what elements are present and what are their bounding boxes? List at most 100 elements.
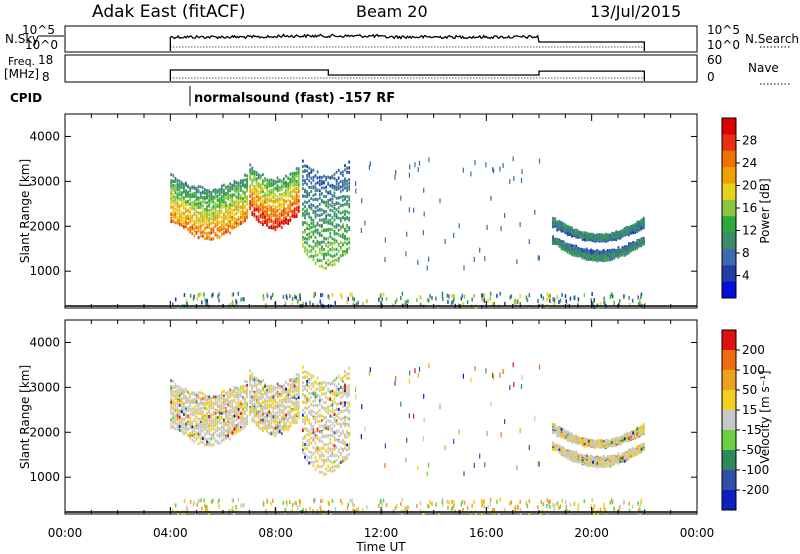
power-echo	[314, 224, 317, 228]
power-echo	[212, 237, 215, 241]
power-echo	[312, 222, 315, 225]
velocity-echo	[266, 417, 268, 421]
power-echo	[314, 182, 317, 186]
power-echo	[323, 186, 325, 190]
power-echo	[575, 233, 578, 237]
velocity-echo	[187, 400, 189, 404]
power-echo	[617, 246, 620, 250]
velocity-echo	[242, 419, 244, 423]
power-echo	[193, 205, 196, 209]
power-echo	[573, 247, 575, 251]
velocity-echo	[218, 408, 221, 412]
power-clutter	[205, 299, 207, 304]
velocity-echo	[229, 437, 232, 441]
power-echo	[339, 225, 342, 229]
power-echo	[268, 184, 271, 188]
power-echo	[310, 181, 313, 185]
power-echo	[283, 213, 285, 217]
power-echo	[220, 228, 223, 232]
power-echo	[276, 187, 279, 191]
power-echo	[278, 179, 281, 183]
power-echo	[227, 229, 229, 233]
velocity-echo	[223, 422, 225, 426]
power-echo	[318, 233, 321, 237]
plot-title: Adak East (fitACF)	[92, 2, 246, 22]
power-echo	[223, 227, 225, 231]
power-echo	[308, 199, 311, 203]
power-echo	[270, 215, 273, 219]
power-echo	[552, 241, 554, 245]
velocity-echo	[229, 392, 232, 395]
power-clutter	[192, 296, 195, 301]
velocity-echo	[278, 430, 281, 434]
power-echo	[259, 221, 262, 225]
power-echo	[556, 222, 559, 226]
power-echo	[316, 208, 319, 212]
power-clutter	[552, 297, 554, 302]
power-echo	[325, 220, 327, 224]
power-echo	[185, 208, 187, 212]
power-echo	[253, 178, 256, 182]
velocity-echo	[270, 399, 273, 403]
velocity-echo	[239, 387, 242, 390]
power-echo	[321, 229, 323, 233]
power-echo	[302, 159, 304, 163]
velocity-echo	[214, 396, 217, 399]
power-echo	[237, 205, 240, 209]
power-echo	[225, 207, 227, 211]
velocity-echo	[255, 405, 258, 409]
velocity-echo	[255, 401, 258, 405]
velocity-echo	[216, 396, 219, 400]
velocity-echo	[191, 391, 194, 395]
velocity-echo	[193, 435, 196, 439]
power-echo	[342, 188, 344, 192]
velocity-echo	[280, 393, 283, 397]
velocity-echo	[214, 418, 217, 422]
power-echo	[302, 230, 304, 234]
power-clutter	[525, 295, 528, 300]
power-echo	[201, 219, 204, 223]
power-echo	[255, 205, 258, 209]
power-echo	[242, 220, 244, 224]
power-echo	[562, 226, 565, 229]
power-echo	[331, 216, 334, 220]
power-echo	[556, 242, 559, 246]
power-echo	[180, 213, 183, 217]
velocity-echo	[244, 397, 246, 401]
power-echo	[594, 236, 597, 240]
power-echo	[220, 223, 223, 227]
power-echo	[270, 208, 273, 212]
velocity-echo	[223, 418, 225, 422]
power-echo	[606, 237, 609, 241]
power-echo	[619, 231, 622, 235]
power-echo	[274, 181, 277, 185]
power-echo	[278, 224, 281, 228]
power-echo	[321, 245, 323, 249]
power-echo	[239, 185, 242, 189]
power-echo	[216, 220, 219, 224]
power-echo	[592, 250, 594, 254]
power-echo	[289, 186, 292, 190]
power-clutter	[328, 295, 330, 300]
velocity-echo	[210, 397, 213, 400]
velocity-echo	[183, 394, 185, 398]
power-echo	[176, 186, 179, 190]
power-echo	[564, 249, 567, 253]
power-echo	[197, 226, 200, 230]
power-echo	[335, 208, 338, 212]
power-echo	[297, 181, 300, 185]
power-clutter	[564, 294, 567, 299]
velocity-echo	[253, 418, 256, 422]
power-clutter	[232, 300, 234, 305]
power-echo	[327, 213, 330, 217]
velocity-echo	[229, 431, 232, 435]
power-echo	[640, 239, 643, 243]
power-clutter	[446, 293, 449, 298]
power-echo	[321, 186, 323, 190]
velocity-echo	[189, 434, 192, 438]
power-echo	[239, 194, 242, 198]
power-echo	[621, 248, 624, 252]
velocity-echo	[183, 431, 185, 435]
power-echo	[174, 221, 177, 225]
velocity-echo	[246, 420, 248, 423]
